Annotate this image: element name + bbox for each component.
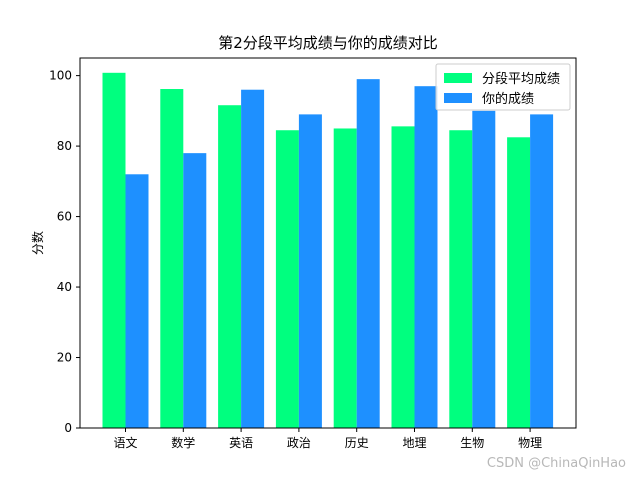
x-tick-label: 语文 — [113, 435, 137, 450]
bars-layer — [102, 72, 554, 429]
bar-average-3 — [275, 130, 299, 428]
chart-title: 第2分段平均成绩与你的成绩对比 — [218, 34, 438, 52]
bar-yours-5 — [414, 86, 438, 428]
x-tick-label: 英语 — [229, 436, 253, 450]
bar-average-5 — [391, 126, 415, 428]
x-tick-label: 生物 — [460, 436, 484, 450]
y-tick-label: 40 — [57, 280, 72, 294]
bar-yours-1 — [183, 153, 207, 428]
legend: 分段平均成绩 你的成绩 — [435, 63, 571, 111]
y-tick-label: 0 — [64, 421, 72, 435]
plot-frame — [79, 57, 577, 429]
legend-label-average: 分段平均成绩 — [482, 72, 560, 87]
y-tick-label: 100 — [49, 69, 72, 83]
x-tick-label: 政治 — [287, 436, 311, 450]
bar-yours-6 — [472, 110, 496, 428]
y-tick-label: 20 — [57, 351, 72, 365]
bar-yours-4 — [356, 79, 380, 429]
bar-average-6 — [449, 130, 473, 428]
y-axis-label: 分数 — [30, 231, 45, 255]
x-tick-label: 数学 — [171, 435, 195, 450]
y-tick-label: 60 — [57, 210, 72, 224]
legend-swatch-yours — [444, 93, 472, 103]
x-tick-label: 历史 — [345, 436, 369, 450]
bar-average-2 — [218, 105, 242, 428]
bar-average-0 — [102, 72, 126, 429]
y-tick-label: 80 — [57, 139, 72, 153]
watermark-text: CSDN @ChinaQinHao — [487, 456, 626, 471]
bar-average-7 — [507, 137, 531, 429]
legend-swatch-average — [444, 73, 472, 83]
x-tick-label: 地理 — [402, 436, 426, 450]
bar-yours-3 — [298, 114, 322, 428]
bar-yours-0 — [125, 174, 149, 428]
y-axis-ticks: 0 20 40 60 80 100 — [49, 69, 80, 435]
bar-yours-2 — [241, 89, 265, 428]
bar-average-4 — [333, 128, 357, 428]
bar-yours-7 — [530, 114, 554, 428]
legend-label-yours: 你的成绩 — [482, 91, 534, 107]
x-axis-ticks: 语文 数学 英语 政治 历史 地理 生物 物理 — [113, 428, 542, 450]
x-tick-label: 物理 — [518, 436, 542, 450]
bar-average-1 — [160, 89, 184, 428]
